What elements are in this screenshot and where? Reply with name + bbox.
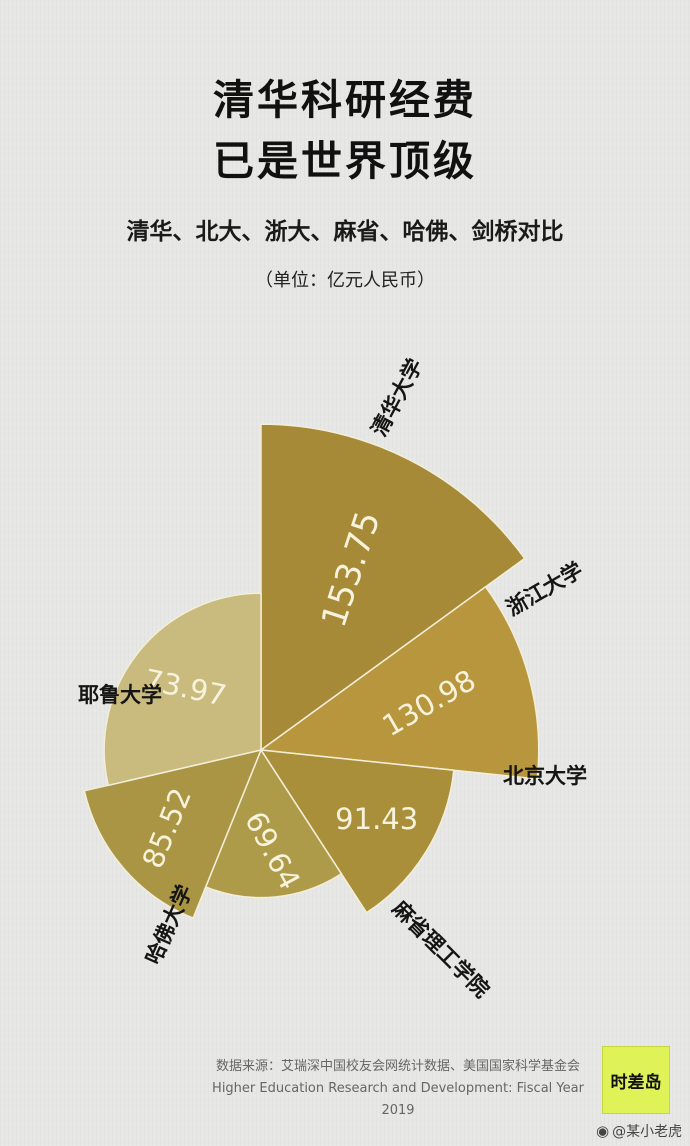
weibo-icon: ◉ [596, 1122, 610, 1140]
weibo-watermark: ◉ @某小老虎 [596, 1121, 682, 1141]
sector-2 [258, 585, 540, 780]
category-label-1: 清华大学 [367, 355, 428, 440]
source-note: 数据来源：艾瑞深中国校友会网统计数据、美国国家科学基金会 Higher Educ… [198, 1056, 598, 1122]
sector-5 [83, 748, 263, 920]
chart-sectors [83, 423, 540, 920]
category-label-2: 浙江大学 [502, 558, 587, 621]
brand-logo: 时差岛 [602, 1046, 670, 1114]
sector-3 [259, 749, 455, 914]
category-label-3: 北京大学 [503, 764, 587, 788]
chart-subtitle: 清华、北大、浙大、麻省、哈佛、剑桥对比 [126, 219, 564, 245]
category-label-6: 耶鲁大学 [78, 683, 162, 707]
value-label-3: 91.43 [335, 802, 418, 836]
source-line-cn: 数据来源：艾瑞深中国校友会网统计数据、美国国家科学基金会 [215, 1059, 580, 1074]
sector-6 [103, 592, 262, 787]
category-label-4: 麻省理工学院 [387, 896, 494, 1003]
source-line-en: Higher Education Research and Developmen… [212, 1081, 584, 1118]
category-label-5: 哈佛大学 [141, 881, 197, 967]
title-line-2: 已是世界顶级 [213, 137, 477, 185]
watermark-text: @某小老虎 [612, 1124, 683, 1140]
logo-text: 时差岛 [610, 1072, 662, 1093]
unit-label: （单位：亿元人民币） [255, 270, 435, 291]
sector-4 [204, 748, 343, 899]
sector-1 [260, 423, 526, 752]
title-line-1: 清华科研经费 [213, 76, 477, 124]
